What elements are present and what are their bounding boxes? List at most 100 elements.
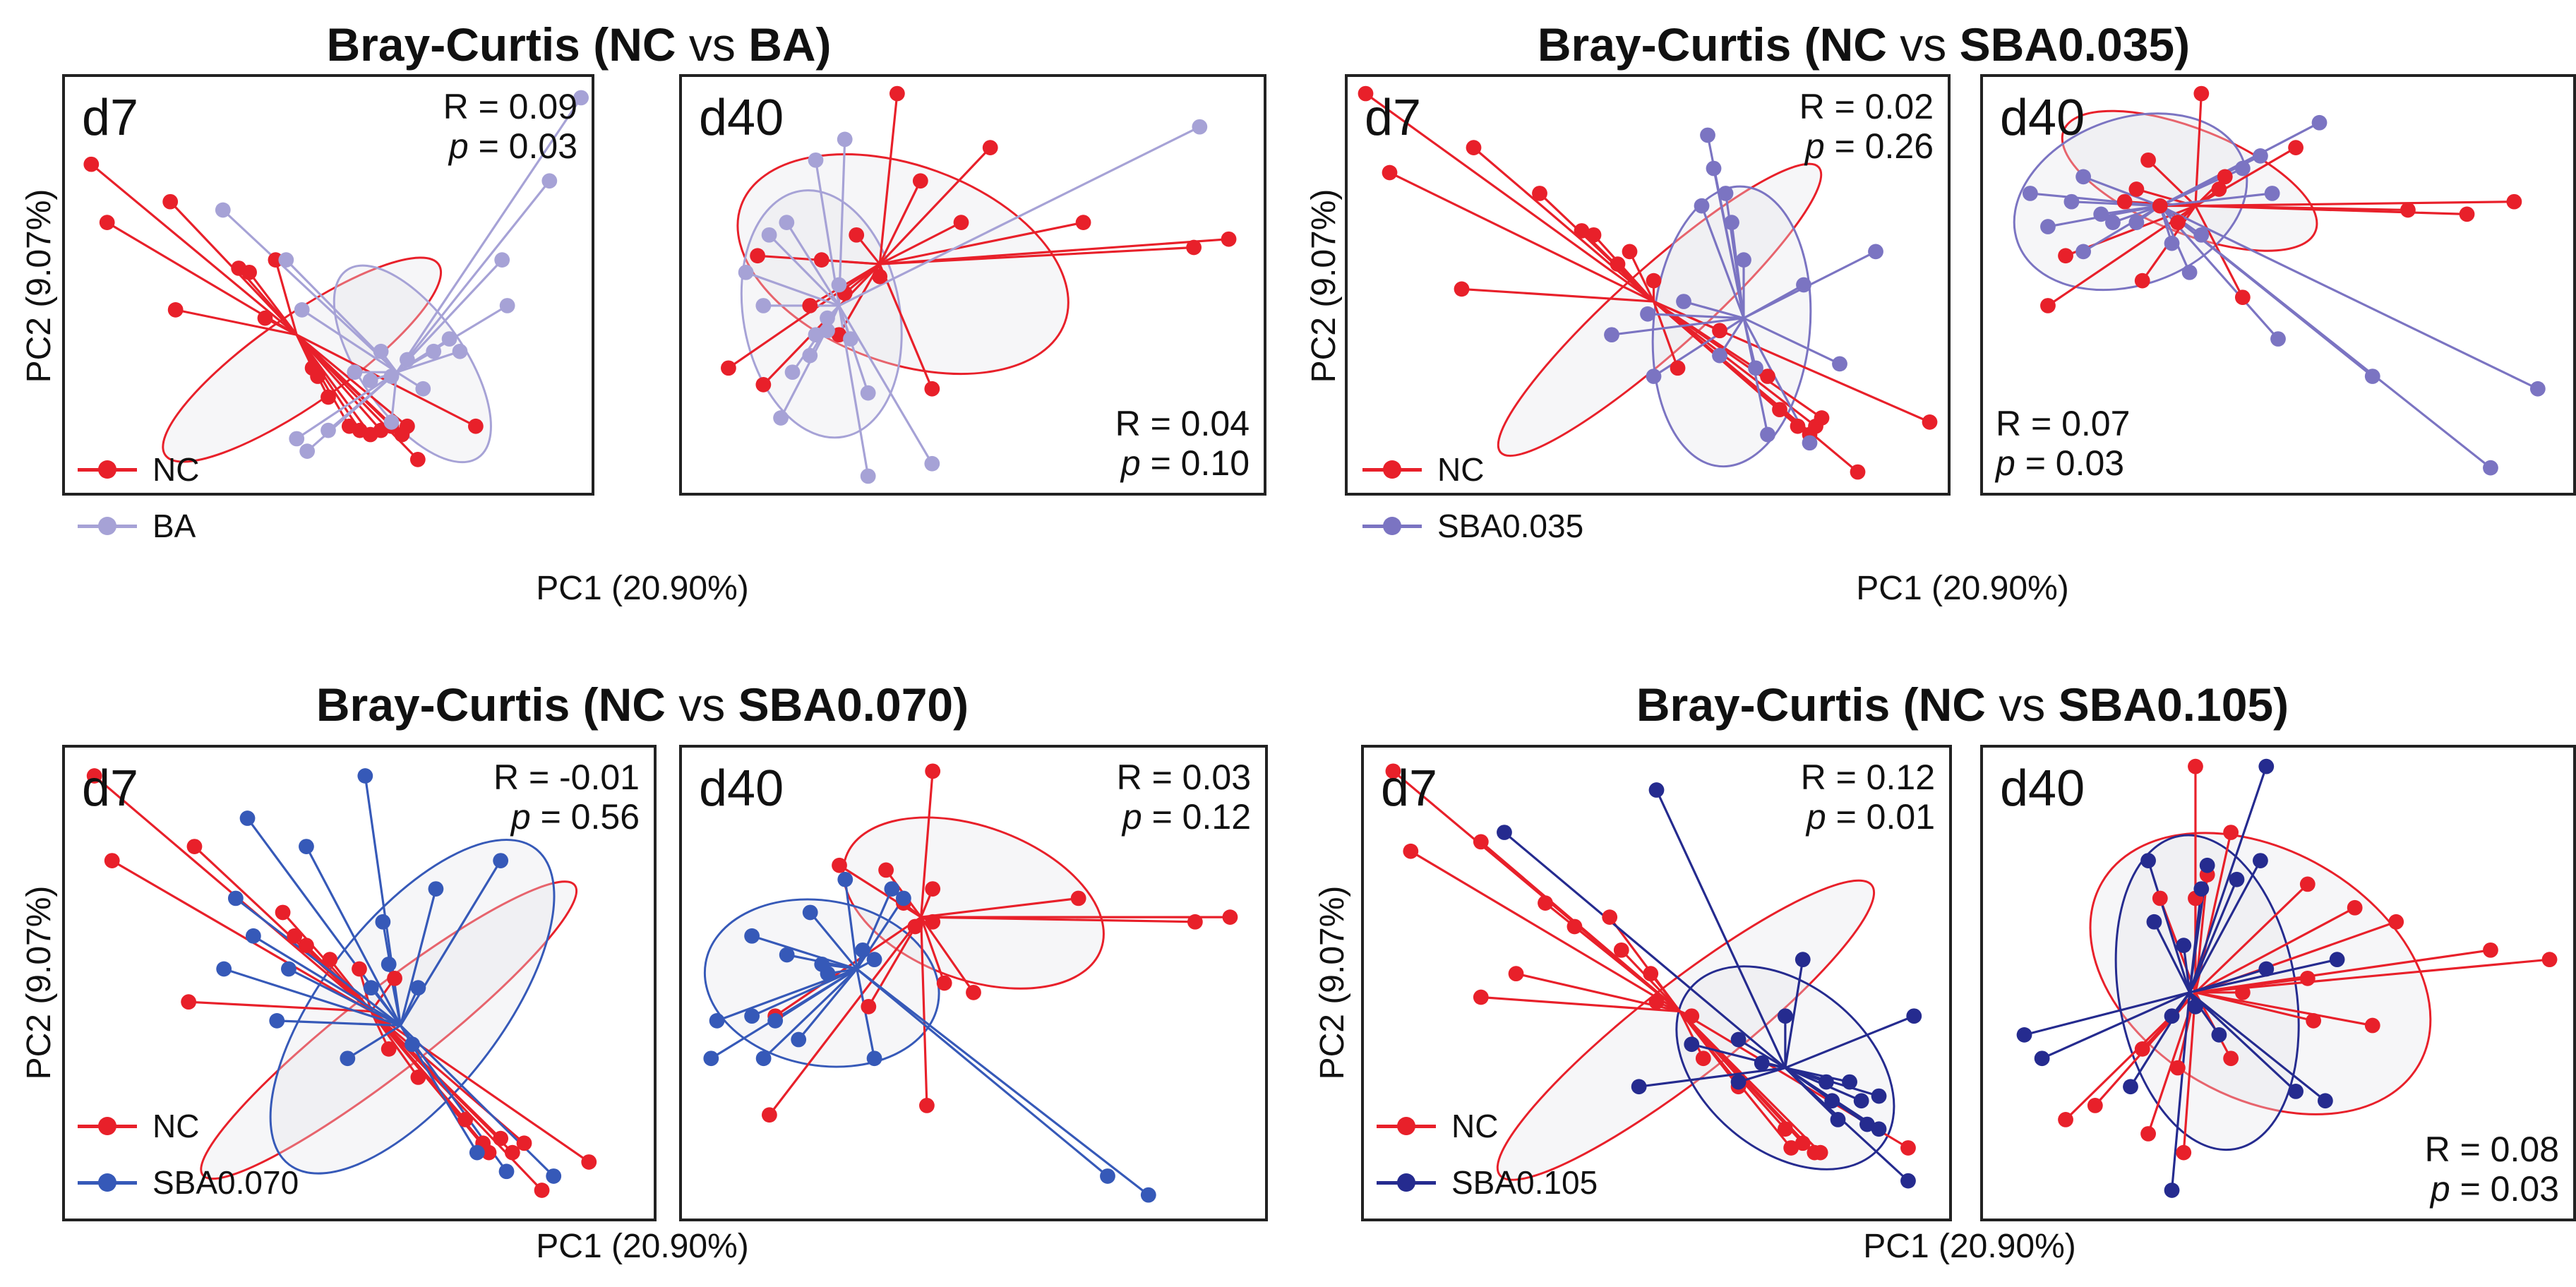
data-point-sba0.105 bbox=[1754, 1055, 1770, 1071]
data-point-nc bbox=[1643, 966, 1659, 982]
data-point-sba0.070 bbox=[855, 942, 870, 958]
data-point-nc bbox=[2234, 984, 2251, 1000]
p-number: = 0.10 bbox=[1140, 443, 1250, 483]
data-point-nc bbox=[925, 881, 941, 897]
data-point-sba0.070 bbox=[381, 956, 397, 972]
spoke-line bbox=[728, 263, 881, 369]
data-point-nc bbox=[1532, 186, 1547, 201]
spoke-line bbox=[762, 263, 881, 385]
spoke-line bbox=[1611, 317, 1744, 336]
title-vs: vs bbox=[665, 678, 738, 731]
spoke-line bbox=[785, 222, 840, 306]
data-point-nc bbox=[1574, 223, 1590, 239]
spoke-line bbox=[844, 879, 858, 969]
legend-swatch bbox=[1377, 1168, 1436, 1197]
spoke-line bbox=[2195, 146, 2296, 207]
legend-dot bbox=[98, 460, 116, 479]
spoke-line bbox=[1784, 959, 1804, 1068]
title-right: SBA0.035 bbox=[1959, 18, 2175, 71]
data-point-sba0.035 bbox=[1724, 215, 1739, 231]
data-point-nc bbox=[912, 173, 928, 189]
data-point-ba bbox=[820, 323, 835, 339]
data-point-nc bbox=[1586, 227, 1602, 243]
panel-label: d7 bbox=[82, 760, 139, 817]
data-point-sba0.070 bbox=[281, 961, 296, 977]
spoke-line bbox=[1480, 995, 1680, 1013]
data-point-nc bbox=[762, 1107, 777, 1123]
data-point-nc bbox=[2140, 1126, 2156, 1142]
p-value: p = 0.26 bbox=[1799, 126, 1934, 166]
data-point-nc bbox=[516, 1135, 532, 1151]
figure-title: Bray-Curtis (NC vs SBA0.035) bbox=[1538, 21, 2190, 68]
data-point-sba0.070 bbox=[802, 904, 818, 921]
data-point-nc bbox=[925, 763, 941, 779]
data-point-nc bbox=[2134, 1041, 2150, 1057]
data-point-sba0.105 bbox=[1830, 1112, 1846, 1127]
data-point-nc bbox=[2087, 1098, 2103, 1113]
legend-swatch bbox=[78, 455, 137, 484]
title-post: ) bbox=[2174, 18, 2191, 71]
legend-item: SBA0.105 bbox=[1377, 1154, 1598, 1211]
data-point-ba bbox=[294, 301, 310, 318]
r-value: R = 0.04 bbox=[1115, 404, 1250, 443]
data-point-nc bbox=[750, 248, 766, 264]
legend-label: NC bbox=[1451, 1108, 1499, 1144]
spoke-line bbox=[1785, 1014, 1915, 1070]
data-point-ba bbox=[441, 331, 457, 347]
data-point-nc bbox=[1385, 763, 1401, 779]
legend-swatch bbox=[78, 1168, 137, 1197]
figure-title: Bray-Curtis (NC vs SBA0.105) bbox=[1636, 681, 2289, 728]
legend: NC BA bbox=[78, 441, 199, 554]
spoke-line bbox=[2195, 200, 2515, 208]
spoke-line bbox=[2182, 992, 2197, 1153]
data-point-nc bbox=[1358, 85, 1374, 102]
spoke-line bbox=[2195, 991, 2373, 1027]
spoke-line bbox=[1738, 1067, 1786, 1084]
spoke-line bbox=[222, 209, 398, 373]
data-point-nc bbox=[2116, 193, 2133, 210]
data-point-nc bbox=[2306, 1012, 2322, 1029]
spoke-line bbox=[175, 309, 297, 336]
legend-swatch bbox=[1362, 455, 1422, 484]
plot-panel: d7 R = 0.12 p = 0.01 bbox=[1361, 745, 1952, 1221]
spoke-line bbox=[920, 917, 928, 1106]
r-value: R = 0.02 bbox=[1799, 87, 1934, 126]
spoke-line bbox=[920, 771, 934, 918]
spoke-line bbox=[2188, 991, 2326, 1102]
data-point-nc bbox=[878, 862, 894, 878]
data-point-ba bbox=[860, 468, 876, 484]
data-point-nc bbox=[2193, 85, 2210, 102]
data-point-sba0.070 bbox=[814, 956, 830, 972]
data-point-sba0.035 bbox=[2181, 264, 2198, 280]
x-axis-label: PC1 (20.90%) bbox=[1856, 570, 2069, 607]
r-value: R = 0.09 bbox=[443, 87, 577, 126]
spoke-line bbox=[1389, 172, 1655, 303]
title-left: NC bbox=[598, 678, 666, 731]
data-point-nc bbox=[872, 268, 888, 285]
data-point-nc bbox=[2288, 140, 2304, 155]
data-point-nc bbox=[2169, 215, 2186, 231]
data-point-nc bbox=[2217, 169, 2233, 185]
p-value: p = 0.56 bbox=[493, 797, 640, 837]
data-point-sba0.035 bbox=[2270, 331, 2286, 347]
spoke-line bbox=[2189, 967, 2267, 994]
data-point-sba0.070 bbox=[779, 947, 795, 963]
data-point-sba0.070 bbox=[1140, 1187, 1156, 1203]
data-point-sba0.070 bbox=[493, 853, 509, 868]
title-vs: vs bbox=[676, 18, 749, 71]
data-point-nc bbox=[2211, 181, 2227, 197]
spoke-line bbox=[856, 968, 1149, 1196]
panel-label: d40 bbox=[699, 90, 784, 146]
data-point-ba bbox=[808, 152, 824, 168]
data-point-sba0.070 bbox=[405, 1036, 420, 1053]
spoke-line bbox=[856, 968, 1108, 1178]
data-point-ba bbox=[779, 215, 795, 231]
spoke-line bbox=[2083, 205, 2161, 253]
data-point-ba bbox=[831, 277, 847, 293]
data-point-sba0.035 bbox=[1802, 435, 1818, 451]
data-point-ba bbox=[784, 364, 801, 381]
p-number: = 0.01 bbox=[1826, 797, 1935, 837]
data-point-nc bbox=[1473, 834, 1489, 850]
spoke-line bbox=[1679, 1010, 1705, 1059]
data-point-nc bbox=[2234, 289, 2251, 306]
